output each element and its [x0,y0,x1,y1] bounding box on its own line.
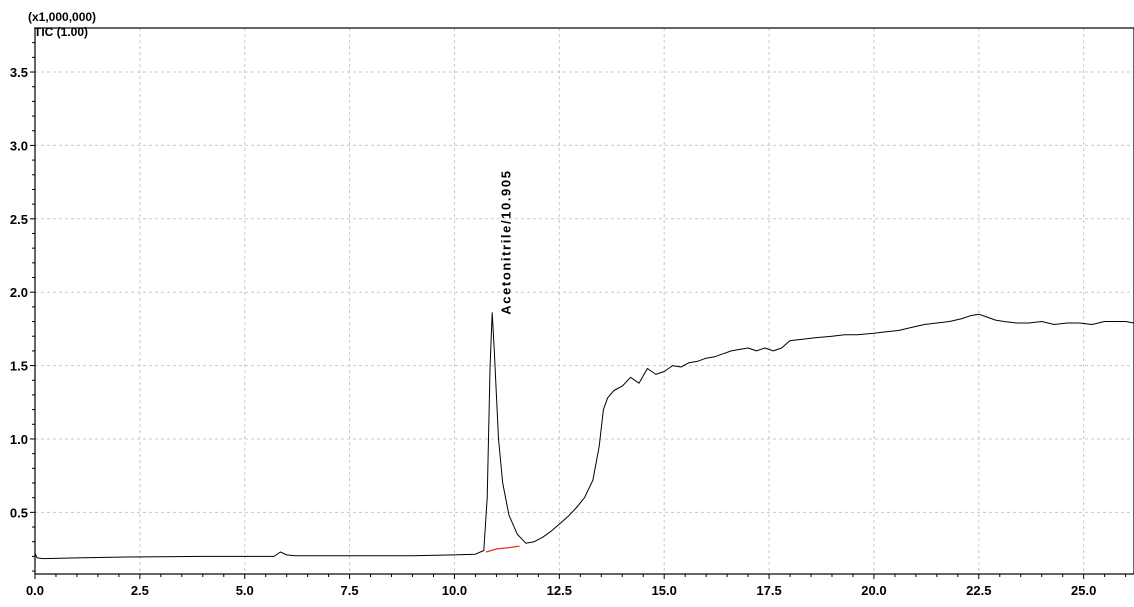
axis-ticks [30,42,1127,579]
y-axis-labels: 0.5 1.0 1.5 2.0 2.5 3.0 3.5 [10,65,28,520]
peak-annotation: Acetonitrile/10.905 [498,169,513,314]
grid [35,28,1134,574]
series-layer [34,312,1134,560]
y-tick-label: 0.5 [10,505,28,520]
x-tick-label: 25.0 [1071,583,1096,598]
scale-label: (x1,000,000) [28,10,96,24]
y-tick-label: 3.0 [10,138,28,153]
y-tick-label: 1.5 [10,359,28,374]
x-tick-label: 15.0 [652,583,677,598]
x-tick-label: 5.0 [236,583,254,598]
x-tick-label: 22.5 [966,583,991,598]
y-tick-label: 3.5 [10,65,28,80]
x-axis-labels: 0.0 2.5 5.0 7.5 10.0 12.5 15.0 17.5 20.0 22.5 25.0 [26,583,1096,598]
annotations: Acetonitrile/10.905 [498,169,513,314]
trace-label: TIC (1.00) [34,25,88,39]
x-tick-label: 20.0 [861,583,886,598]
x-tick-label: 7.5 [341,583,359,598]
plot-frame [34,27,1134,575]
peak-baseline-line [485,545,520,553]
tic-trace-line [34,312,1134,560]
x-tick-label: 2.5 [131,583,149,598]
y-tick-label: 1.0 [10,432,28,447]
x-tick-label: 10.0 [442,583,467,598]
y-tick-label: 2.5 [10,212,28,227]
x-tick-label: 12.5 [547,583,572,598]
y-tick-label: 2.0 [10,285,28,300]
x-tick-label: 17.5 [756,583,781,598]
x-tick-label: 0.0 [26,583,44,598]
